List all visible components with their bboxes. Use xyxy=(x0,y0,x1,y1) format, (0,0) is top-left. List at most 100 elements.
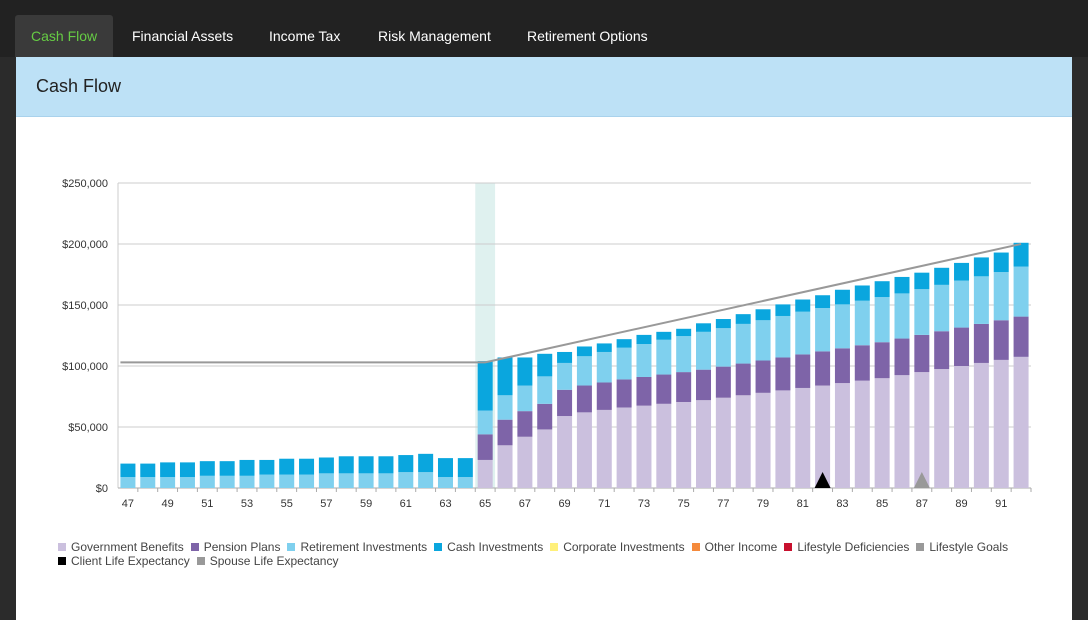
tab-cash-flow[interactable]: Cash Flow xyxy=(15,15,114,57)
legend-label: Spouse Life Expectancy xyxy=(209,554,339,568)
bar-segment xyxy=(576,356,592,386)
bar-segment xyxy=(795,354,811,388)
bar-segment xyxy=(537,353,553,377)
x-tick-label: 65 xyxy=(479,498,491,510)
bar-segment xyxy=(576,346,592,357)
x-tick-label: 55 xyxy=(281,498,293,510)
bar-segment xyxy=(219,461,235,476)
bar-segment xyxy=(457,458,473,478)
x-tick-label: 91 xyxy=(995,498,1007,510)
bar-segment xyxy=(259,474,275,488)
bar-segment xyxy=(557,389,573,417)
bar-segment xyxy=(279,458,295,475)
tab-financial-assets[interactable]: Financial Assets xyxy=(132,28,234,44)
bar-segment xyxy=(874,297,890,343)
x-tick-label: 79 xyxy=(757,498,769,510)
bar-segment xyxy=(259,459,275,475)
legend-item[interactable]: Cash Investments xyxy=(434,540,543,554)
bar-segment xyxy=(973,323,989,363)
bar-segment xyxy=(954,262,970,281)
legend-item[interactable]: Spouse Life Expectancy xyxy=(196,554,339,568)
x-tick-label: 87 xyxy=(916,498,928,510)
bar-segment xyxy=(676,372,692,402)
tab-income-tax[interactable]: Income Tax xyxy=(269,28,341,44)
legend-item[interactable]: Lifestyle Deficiencies xyxy=(784,540,909,554)
bar-segment xyxy=(557,351,573,363)
client-life-expectancy-marker xyxy=(814,472,831,488)
bar-segment xyxy=(954,327,970,366)
bar-segment xyxy=(874,281,890,298)
legend-label: Corporate Investments xyxy=(563,540,685,554)
legend-item[interactable]: Client Life Expectancy xyxy=(58,554,190,568)
bar-segment xyxy=(239,459,255,476)
bar-segment xyxy=(696,369,712,401)
bar-segment xyxy=(834,289,850,305)
bar-segment xyxy=(616,339,632,348)
bar-segment xyxy=(437,458,453,478)
bar-segment xyxy=(854,300,870,346)
bar-segment xyxy=(140,477,156,488)
bar-segment xyxy=(934,369,950,488)
x-tick-label: 75 xyxy=(678,498,690,510)
bar-segment xyxy=(537,403,553,430)
y-tick-label: $50,000 xyxy=(68,422,108,434)
bar-segment xyxy=(894,276,910,294)
bar-segment xyxy=(874,378,890,488)
bar-segment xyxy=(735,314,751,324)
bar-segment xyxy=(914,372,930,488)
bar-segment xyxy=(834,348,850,384)
bar-segment xyxy=(160,477,176,488)
bar-segment xyxy=(616,347,632,380)
legend-item[interactable]: Other Income xyxy=(691,540,778,554)
y-tick-label: $250,000 xyxy=(62,178,108,190)
legend-label: Lifestyle Deficiencies xyxy=(797,540,910,554)
bar-segment xyxy=(497,419,513,446)
bar-segment xyxy=(696,323,712,332)
legend-label: Pension Plans xyxy=(203,540,281,554)
bar-segment xyxy=(398,472,414,488)
legend-row: Client Life Expectancy Spouse Life Expect… xyxy=(58,554,1058,568)
bar-segment xyxy=(318,457,334,474)
tab-bar: Cash Flow Financial Assets Income Tax Ri… xyxy=(0,0,1088,57)
tab-risk-management[interactable]: Risk Management xyxy=(378,28,491,44)
bar-segment xyxy=(378,456,394,474)
spouse-life-expectancy-marker xyxy=(913,472,930,488)
legend-item[interactable]: Corporate Investments xyxy=(550,540,685,554)
legend-label: Other Income xyxy=(704,540,778,554)
tab-retirement-options[interactable]: Retirement Options xyxy=(527,28,648,44)
legend-swatch xyxy=(691,543,700,551)
bar-segment xyxy=(934,267,950,285)
panel-header: Cash Flow xyxy=(16,57,1072,117)
bar-segment xyxy=(636,376,652,406)
lifestyle-goals-line xyxy=(120,243,1022,364)
bar-segment xyxy=(1013,316,1029,357)
x-tick-label: 53 xyxy=(241,498,253,510)
bar-segment xyxy=(596,343,612,352)
chart-legend: Government Benefits Pension Plans Retireme… xyxy=(58,540,1058,568)
x-tick-label: 57 xyxy=(320,498,332,510)
bar-segment xyxy=(477,410,493,435)
bar-segment xyxy=(636,344,652,377)
legend-item[interactable]: Government Benefits xyxy=(58,540,184,554)
bar-segment xyxy=(517,357,533,386)
bar-segment xyxy=(120,463,136,478)
bar-segment xyxy=(477,459,493,488)
legend-label: Cash Investments xyxy=(447,540,544,554)
x-tick-label: 85 xyxy=(876,498,888,510)
bar-segment xyxy=(914,272,930,290)
bar-segment xyxy=(576,385,592,413)
bar-segment xyxy=(636,405,652,488)
bar-segment xyxy=(338,473,354,488)
bar-segment xyxy=(755,309,771,321)
bar-segment xyxy=(596,409,612,488)
bar-segment xyxy=(457,477,473,488)
bar-segment xyxy=(656,403,672,488)
bar-segment xyxy=(914,289,930,335)
legend-item[interactable]: Lifestyle Goals xyxy=(916,540,1008,554)
bar-segment xyxy=(557,416,573,488)
legend-item[interactable]: Retirement Investments xyxy=(287,540,427,554)
legend-swatch xyxy=(784,543,793,551)
bar-segment xyxy=(497,357,513,396)
legend-swatch xyxy=(434,543,443,551)
legend-item[interactable]: Pension Plans xyxy=(190,540,281,554)
